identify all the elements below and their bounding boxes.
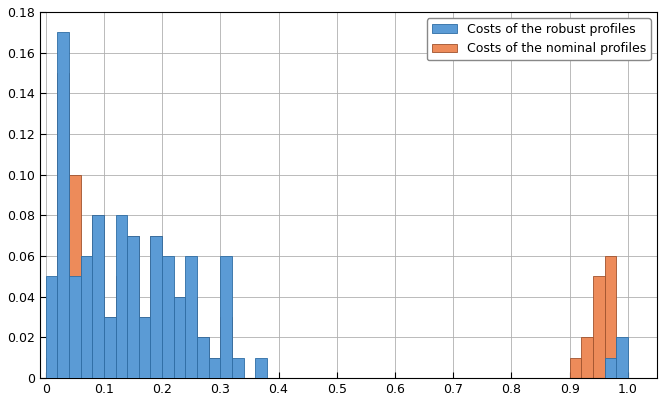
Bar xyxy=(174,297,185,378)
Bar xyxy=(104,317,116,378)
Bar xyxy=(197,337,208,378)
Bar xyxy=(197,337,208,378)
Bar xyxy=(116,276,127,378)
Bar xyxy=(593,276,605,378)
Bar xyxy=(139,317,151,378)
Bar xyxy=(151,236,162,378)
Bar xyxy=(127,236,139,378)
Bar xyxy=(208,358,220,378)
Bar xyxy=(104,317,116,378)
Bar xyxy=(57,32,69,378)
Bar xyxy=(151,236,162,378)
Legend: Costs of the robust profiles, Costs of the nominal profiles: Costs of the robust profiles, Costs of t… xyxy=(426,18,651,60)
Bar xyxy=(80,256,92,378)
Bar xyxy=(220,256,232,378)
Bar xyxy=(92,216,104,378)
Bar xyxy=(127,236,139,378)
Bar xyxy=(605,256,616,378)
Bar xyxy=(162,297,174,378)
Bar xyxy=(80,276,92,378)
Bar xyxy=(232,358,244,378)
Bar xyxy=(46,276,57,378)
Bar xyxy=(162,256,174,378)
Bar xyxy=(174,297,185,378)
Bar xyxy=(116,216,127,378)
Bar xyxy=(69,175,80,378)
Bar xyxy=(605,358,616,378)
Bar xyxy=(69,276,80,378)
Bar xyxy=(185,297,197,378)
Bar xyxy=(92,216,104,378)
Bar xyxy=(255,358,267,378)
Bar xyxy=(208,358,220,378)
Bar xyxy=(616,337,628,378)
Bar xyxy=(185,256,197,378)
Bar xyxy=(139,317,151,378)
Bar xyxy=(570,358,582,378)
Bar xyxy=(57,73,69,378)
Bar xyxy=(220,317,232,378)
Bar xyxy=(582,337,593,378)
Bar xyxy=(46,358,57,378)
